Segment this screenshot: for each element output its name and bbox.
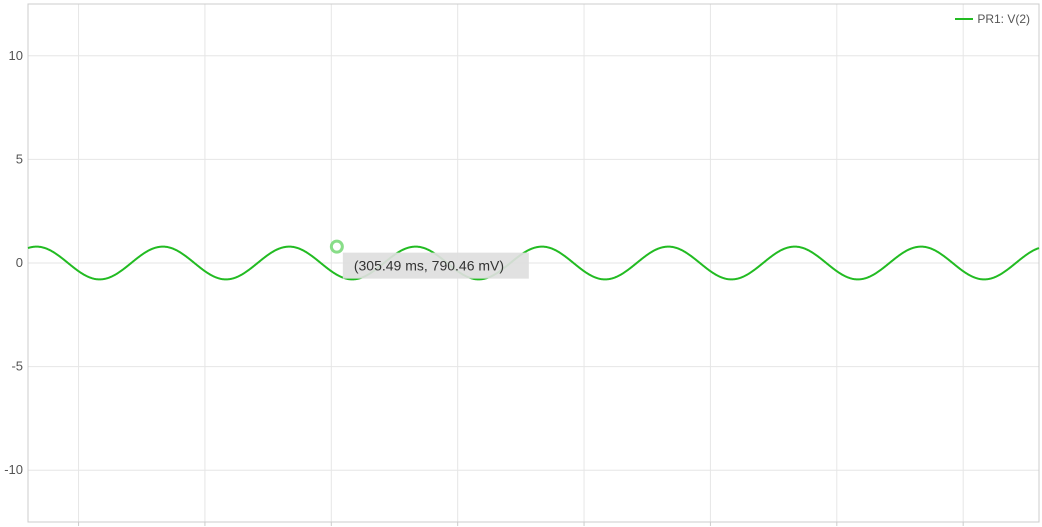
legend[interactable]: PR1: V(2) [955,12,1030,26]
y-tick-label: 10 [9,48,23,63]
y-tick-label: 5 [16,151,23,166]
grid [28,4,1039,522]
legend-label[interactable]: PR1: V(2) [977,12,1030,26]
y-tick-label: -10 [4,462,23,477]
y-tick-label: 0 [16,255,23,270]
y-tick-label: -5 [11,359,23,374]
hover-tooltip-layer: (305.49 ms, 790.46 mV) [331,241,529,279]
tooltip-label: (305.49 ms, 790.46 mV) [354,258,504,274]
hover-point-marker[interactable] [331,241,342,252]
y-tick-labels: 10 5 0 -5 -10 [4,48,23,477]
